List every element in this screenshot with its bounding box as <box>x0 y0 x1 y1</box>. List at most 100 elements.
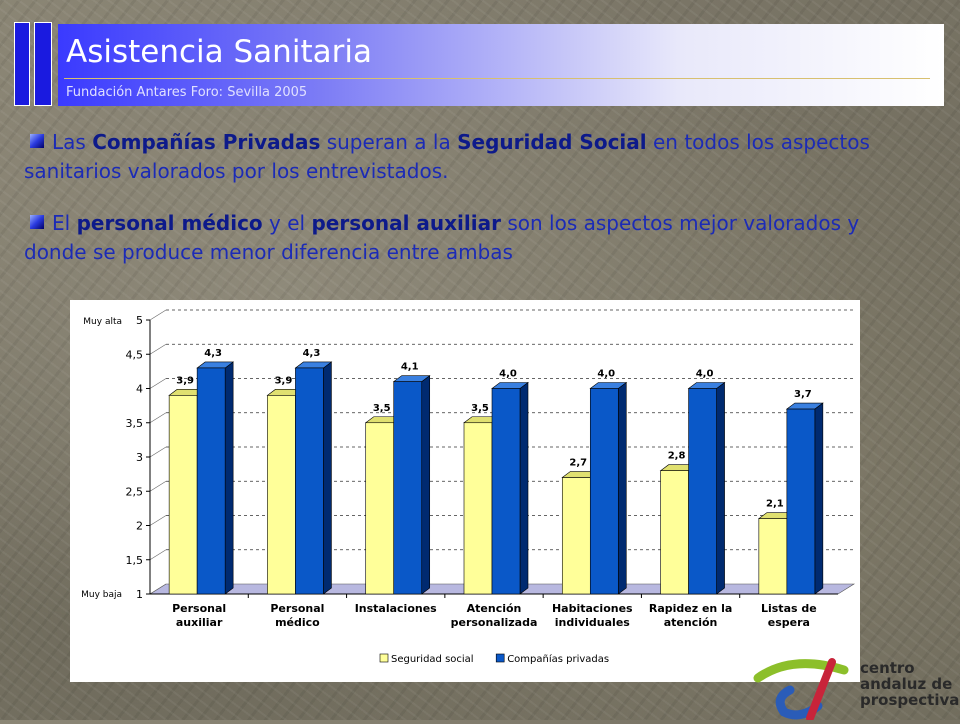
grid-side-line <box>149 446 167 458</box>
emphasis-text: personal médico <box>76 211 263 235</box>
bullet-paragraph-2: El personal médico y el personal auxilia… <box>24 209 924 267</box>
y-annotation-top: Muy alta <box>83 317 122 327</box>
grid-side-line <box>149 343 167 355</box>
logo-mark-icon <box>753 658 849 722</box>
x-tick-label: Habitaciones <box>552 602 633 615</box>
grid-side-line <box>149 378 167 389</box>
bar-companias-privadas <box>393 381 423 595</box>
y-tick-label: 4,5 <box>126 348 144 361</box>
y-tick-label: 2 <box>136 520 143 533</box>
x-tick-label: Personal <box>270 602 324 615</box>
data-label: 4,3 <box>303 348 321 359</box>
header-stripe-left <box>14 22 30 106</box>
y-tick-label: 1,5 <box>126 554 144 567</box>
logo-wordmark: centro andaluz de prospectiva <box>860 660 959 708</box>
data-label: 4,0 <box>499 369 517 380</box>
bar-side <box>224 361 234 595</box>
x-tick-label: Listas de <box>761 602 817 615</box>
logo-line-1: centro <box>860 659 915 677</box>
emphasis-text: Compañías Privadas <box>92 130 321 154</box>
grid-side-line <box>149 309 167 321</box>
bullet-paragraph-1: Las Compañías Privadas superan a la Segu… <box>24 128 924 186</box>
x-tick-label: espera <box>768 616 810 629</box>
y-tick-label: 4 <box>136 383 143 396</box>
grid-side-line <box>149 480 167 492</box>
bar-side <box>814 402 824 595</box>
paragraph-text: Las <box>52 130 93 154</box>
bar-seguridad-social <box>365 422 395 595</box>
x-tick-label: auxiliar <box>176 616 223 629</box>
header-banner: Asistencia Sanitaria Fundación Antares F… <box>58 24 944 106</box>
logo: centro andaluz de prospectiva <box>752 656 959 722</box>
bar-side <box>716 381 725 595</box>
bar-chart: 1 1,5 2 2,5 3 3,5 4 4,5 5 Muy alta Muy baja 3,9 4,3 P… <box>81 309 856 665</box>
bar-seguridad-social <box>561 477 591 595</box>
data-label: 3,5 <box>373 403 391 414</box>
header-stripe-right <box>34 22 52 106</box>
y-annotation-bottom: Muy baja <box>81 590 122 600</box>
bar-companias-privadas <box>196 367 226 595</box>
bar-side <box>617 381 627 595</box>
grid-side-line <box>149 549 167 561</box>
legend-label: Compañías privadas <box>507 653 609 665</box>
bullet-icon <box>30 215 44 229</box>
grid-side-line <box>149 412 167 424</box>
x-tick-label: Instalaciones <box>355 602 437 615</box>
chart-panel: 1 1,5 2 2,5 3 3,5 4 4,5 5 Muy alta Muy baja 3,9 4,3 P… <box>70 300 860 682</box>
data-label: 3,9 <box>275 375 293 386</box>
data-label: 3,9 <box>176 375 194 386</box>
data-label: 2,1 <box>766 499 784 510</box>
bar-side <box>323 361 332 595</box>
page-subtitle: Fundación Antares Foro: Sevilla 2005 <box>66 85 308 100</box>
bar-companias-privadas <box>589 388 619 595</box>
paragraph-text: son los aspectos mejor valorados y donde… <box>24 211 860 264</box>
data-label: 2,7 <box>569 458 587 469</box>
x-tick-label: individuales <box>555 616 631 629</box>
x-tick-label: personalizada <box>451 616 538 629</box>
data-label: 4,1 <box>401 362 419 373</box>
bar-companias-privadas <box>295 367 324 595</box>
legend-swatch <box>495 653 505 663</box>
bar-side <box>519 381 529 595</box>
bar-seguridad-social <box>463 422 493 595</box>
data-label: 3,5 <box>471 403 489 414</box>
logo-line-3: prospectiva <box>860 691 960 709</box>
grid-side-line <box>149 583 167 595</box>
paragraph-text: El <box>52 211 77 235</box>
bar-seguridad-social <box>168 395 198 595</box>
y-tick-label: 2,5 <box>126 485 144 498</box>
y-tick-label: 1 <box>136 588 143 601</box>
data-label: 4,3 <box>204 348 222 359</box>
page-title: Asistencia Sanitaria <box>66 34 372 70</box>
bar-companias-privadas <box>491 388 521 595</box>
title-divider <box>64 78 930 79</box>
y-tick-label: 3,5 <box>126 417 144 430</box>
grid-side-line <box>149 515 167 526</box>
legend-swatch <box>379 653 389 663</box>
bar-seguridad-social <box>660 470 689 595</box>
data-label: 2,8 <box>668 451 686 462</box>
x-tick-label: Atención <box>467 602 522 615</box>
bar-seguridad-social <box>758 518 788 595</box>
legend-label: Seguridad social <box>391 654 474 665</box>
logo-line-2: andaluz de <box>860 675 953 693</box>
x-tick-label: médico <box>275 616 320 629</box>
bar-seguridad-social <box>267 395 296 595</box>
y-tick-label: 3 <box>136 451 143 464</box>
x-tick-label: Personal <box>172 602 226 615</box>
y-tick-label: 5 <box>136 314 143 327</box>
data-label: 4,0 <box>597 369 615 380</box>
data-label: 4,0 <box>696 369 714 380</box>
bar-companias-privadas <box>688 388 717 595</box>
paragraph-text: y el <box>262 211 312 235</box>
bullet-icon <box>30 134 44 148</box>
data-label: 3,7 <box>794 389 812 400</box>
x-tick-label: Rapidez en la <box>649 602 732 615</box>
emphasis-text: Seguridad Social <box>457 130 647 154</box>
bar-companias-privadas <box>786 408 816 595</box>
x-tick-label: atención <box>664 616 718 629</box>
bar-side <box>421 375 431 595</box>
emphasis-text: personal auxiliar <box>311 211 501 235</box>
paragraph-text: superan a la <box>320 130 458 154</box>
paragraph-text: en todos los aspectos sanitarios valorad… <box>24 130 870 183</box>
